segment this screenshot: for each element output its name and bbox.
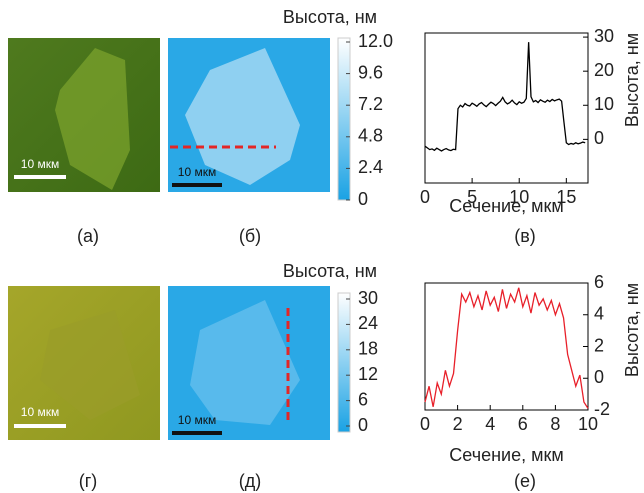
panel-label: (б): [239, 226, 261, 246]
colorbar: [338, 293, 350, 432]
colorbar-tick-label: 24: [358, 313, 378, 333]
panel-label: (в): [514, 226, 536, 246]
colorbar-tick-label: 18: [358, 339, 378, 359]
y-axis-label: Высота, нм: [622, 33, 642, 127]
x-tick-label: 4: [485, 414, 495, 434]
colorbar-tick-label: 9.6: [358, 62, 383, 82]
scale-bar: [172, 431, 222, 435]
colorbar-tick-label: 12.0: [358, 31, 393, 51]
y-tick-label: 10: [594, 94, 614, 114]
panel-label: (е): [514, 471, 536, 491]
profile-line: [425, 288, 588, 409]
scale-bar: [14, 175, 66, 179]
panel-label: (д): [239, 471, 262, 491]
y-axis-label: Высота, нм: [622, 283, 642, 377]
plot-frame: [425, 283, 588, 410]
colorbar-tick-label: 12: [358, 364, 378, 384]
y-tick-label: -2: [594, 399, 610, 419]
profile-line: [425, 42, 585, 151]
colorbar: [338, 38, 350, 200]
colorbar-tick-label: 7.2: [358, 94, 383, 114]
scale-bar: [172, 183, 222, 187]
x-tick-label: 0: [420, 414, 430, 434]
colorbar-tick-label: 0: [358, 189, 368, 209]
scale-bar-label: 10 мкм: [178, 165, 216, 179]
y-tick-label: 2: [594, 335, 604, 355]
plot-frame: [425, 33, 588, 183]
colorbar-title: Высота, нм: [283, 7, 377, 27]
x-axis-label: Сечение, мкм: [449, 196, 563, 216]
x-tick-label: 6: [518, 414, 528, 434]
y-tick-label: 30: [594, 26, 614, 46]
scale-bar-label: 10 мкм: [21, 157, 59, 171]
x-axis-label: Сечение, мкм: [449, 445, 563, 465]
y-tick-label: 0: [594, 367, 604, 387]
scale-bar-label: 10 мкм: [178, 413, 216, 427]
scale-bar-label: 10 мкм: [21, 405, 59, 419]
colorbar-tick-label: 4.8: [358, 126, 383, 146]
y-tick-label: 20: [594, 60, 614, 80]
y-tick-label: 6: [594, 272, 604, 292]
colorbar-tick-label: 6: [358, 389, 368, 409]
colorbar-tick-label: 0: [358, 415, 368, 435]
x-tick-label: 8: [550, 414, 560, 434]
colorbar-tick-label: 30: [358, 288, 378, 308]
colorbar-title: Высота, нм: [283, 261, 377, 281]
scale-bar: [14, 424, 66, 428]
figure: 10 мкм 10 мкм 10 мкм 10 мкм (а) (б) (в) …: [0, 0, 644, 493]
panel-label: (а): [77, 226, 99, 246]
x-tick-label: 0: [420, 187, 430, 207]
y-tick-label: 4: [594, 304, 604, 324]
colorbar-tick-label: 2.4: [358, 157, 383, 177]
panel-label: (г): [79, 471, 98, 491]
y-tick-label: 0: [594, 128, 604, 148]
x-tick-label: 2: [453, 414, 463, 434]
